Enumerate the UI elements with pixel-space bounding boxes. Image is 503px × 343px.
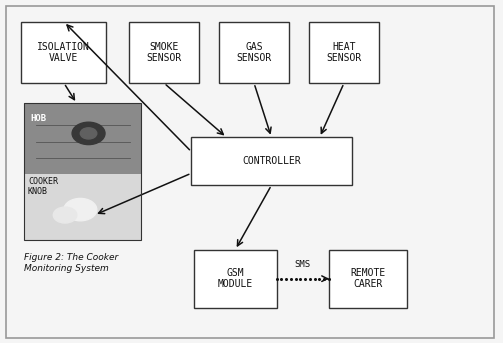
Text: REMOTE
CARER: REMOTE CARER (350, 268, 385, 289)
Text: Figure 2: The Cooker
Monitoring System: Figure 2: The Cooker Monitoring System (24, 253, 118, 273)
Text: ISOLATION
VALVE: ISOLATION VALVE (38, 42, 91, 63)
Bar (129, 22, 199, 83)
Text: GAS
SENSOR: GAS SENSOR (236, 42, 272, 63)
Text: SMS: SMS (295, 260, 311, 269)
Text: HOB: HOB (30, 114, 46, 123)
Text: COOKER
KNOB: COOKER KNOB (28, 177, 58, 196)
Bar (24, 104, 141, 239)
Bar (22, 22, 107, 83)
Bar (219, 22, 289, 83)
Bar (329, 250, 406, 308)
Bar (309, 22, 379, 83)
Bar (24, 104, 141, 174)
Bar (24, 104, 141, 239)
Bar (194, 250, 277, 308)
Bar (192, 138, 352, 185)
Circle shape (72, 122, 105, 145)
Text: SMOKE
SENSOR: SMOKE SENSOR (146, 42, 182, 63)
Text: CONTROLLER: CONTROLLER (242, 156, 301, 166)
Circle shape (80, 128, 97, 139)
Circle shape (53, 207, 77, 223)
Text: HEAT
SENSOR: HEAT SENSOR (326, 42, 362, 63)
Bar (24, 174, 141, 239)
Circle shape (64, 198, 97, 221)
Text: GSM
MODULE: GSM MODULE (218, 268, 253, 289)
